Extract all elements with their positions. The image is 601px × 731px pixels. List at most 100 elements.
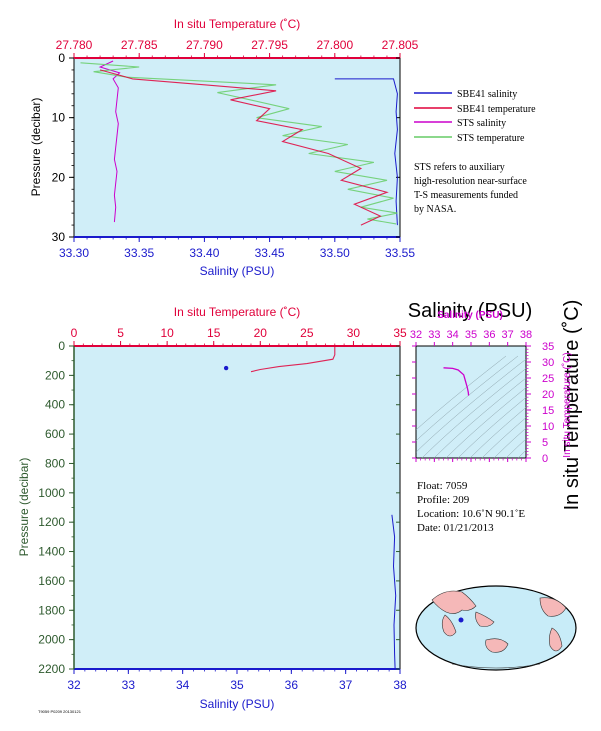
bottom-pressure-tick-label: 2000 [38,633,65,647]
top-series-sts-temperature [80,62,398,225]
ts-temp-tick-label: 0 [542,453,548,465]
ts-temp-tick-label: 30 [542,357,554,369]
ts-sal-tick-label: 33 [428,329,440,341]
bottom-temp-tick-label: 35 [393,326,407,340]
bottom-panel-series [223,346,397,670]
top-pressure-tick-label: 30 [52,230,66,244]
bottom-pressure-axis-title: Pressure (decibar) [17,458,31,557]
top-plot-area [73,57,401,238]
ts-sal-tick-label: 38 [520,329,532,341]
bottom-temp-tick-label: 10 [160,326,174,340]
bottom-series-sbe41-salinity-deep [391,514,397,670]
bottom-sal-tick-label: 38 [393,678,407,692]
legend-label-sbe41-temperature: SBE41 temperature [457,104,536,115]
bottom-temp-tick-label: 0 [71,326,78,340]
ts-temp-tick-label: 15 [542,405,554,417]
top-sal-tick-label: 33.50 [320,246,350,260]
bottom-panel: 0 5 10 15 20 25 30 35 32 33 34 35 36 37 38 0 200 400 600 80… [17,305,407,711]
ts-density-contour [416,355,519,442]
bottom-plot-area [73,345,401,670]
map-land-australia [485,638,509,653]
ts-profile-curve [443,367,470,396]
legend-note-line-1: STS refers to auxiliary [414,162,505,173]
bottom-sal-axis-title: Salinity (PSU) [200,697,275,711]
top-sal-tick-label: 33.35 [124,246,154,260]
legend: SBE41 salinity SBE41 temperature STS sal… [414,89,536,215]
bottom-pressure-tick-label: 1400 [38,545,65,559]
top-temp-tick-label: 27.785 [121,38,158,52]
ts-density-contour [445,387,526,458]
bottom-pressure-tick-label: 400 [45,398,65,412]
top-sal-axis-title: Salinity (PSU) [200,264,275,278]
top-temp-tick-label: 27.780 [56,38,93,52]
top-panel-series [80,60,398,226]
bottom-series-sbe41-temperature [250,346,336,373]
ts-small-temperature-title: In situ Temperature (˚C) [561,352,573,457]
ts-sal-tick-label: 37 [502,329,514,341]
ts-plot-area [415,345,527,459]
top-panel: 27.780 27.785 27.790 27.795 27.800 27.805 33.3… [29,17,419,278]
bottom-panel-ticks: 0 5 10 15 20 25 30 35 32 33 34 35 36 37 38 0 200 400 600 80… [38,326,407,692]
bottom-pressure-tick-label: 0 [58,339,65,353]
map-float-location-marker [458,617,464,623]
bottom-temp-tick-label: 15 [207,326,221,340]
top-series-sbe41-salinity [334,78,398,226]
bottom-series-sbe41-salinity-point [223,365,229,371]
ts-density-contour [493,427,526,458]
map-land-north-america [539,597,567,617]
top-temp-axis-title: In situ Temperature (˚C) [174,17,301,31]
ts-density-contour [517,449,526,458]
bottom-pressure-tick-label: 1600 [38,574,65,588]
bottom-temp-tick-label: 25 [300,326,314,340]
legend-note-line-2: high-resolution near-surface [414,176,527,187]
footer-stamp: T9059 P0209 20130121 [38,709,82,714]
ts-sal-tick-label: 35 [465,329,477,341]
bottom-temp-tick-label: 30 [347,326,361,340]
top-temp-tick-label: 27.805 [382,38,419,52]
ts-sal-tick-label: 34 [447,329,459,341]
ts-inset: Salinity (PSU) In situ Temperature (˚C) … [408,300,583,511]
bottom-sal-tick-label: 37 [339,678,353,692]
ts-temp-tick-label: 20 [542,389,554,401]
bottom-pressure-tick-label: 800 [45,456,65,470]
map-land-asia [431,590,477,614]
ts-density-contour [505,438,526,458]
bottom-pressure-tick-label: 200 [45,368,65,382]
bottom-sal-tick-label: 33 [122,678,136,692]
bottom-sal-tick-label: 36 [285,678,299,692]
info-float: Float: 7059 [417,480,468,492]
ts-density-contour [421,368,526,458]
ts-temp-tick-label: 25 [542,373,554,385]
map-land-antarctica [451,663,541,669]
top-sal-tick-label: 33.55 [385,246,415,260]
ts-temp-tick-label: 10 [542,421,554,433]
legend-label-sbe41-salinity: SBE41 salinity [457,89,517,100]
ts-temp-tick-label: 5 [542,437,548,449]
legend-note-line-4: by NASA. [414,204,456,215]
top-pressure-tick-label: 0 [58,51,65,65]
ts-temp-tick-label: 35 [542,341,554,353]
top-pressure-axis-title: Pressure (decibar) [29,98,43,197]
world-map [415,585,577,671]
top-pressure-tick-label: 20 [52,170,66,184]
ts-density-contour [416,358,526,453]
legend-note-line-3: T-S measurements funded [414,190,518,201]
top-sal-tick-label: 33.45 [255,246,285,260]
map-land-africa [441,614,457,637]
info-profile: Profile: 209 [417,494,470,506]
legend-label-sts-temperature: STS temperature [457,133,525,144]
bottom-pressure-tick-label: 600 [45,427,65,441]
bottom-pressure-tick-label: 1200 [38,515,65,529]
bottom-sal-tick-label: 34 [176,678,190,692]
bottom-pressure-tick-label: 1800 [38,603,65,617]
ts-small-salinity-title: Salinity (PSU) [437,310,503,321]
bottom-temp-tick-label: 5 [117,326,124,340]
ts-ticks: 32 33 34 35 36 37 38 0 5 10 15 20 25 30 35 [410,329,554,465]
top-temp-tick-label: 27.800 [316,38,353,52]
ts-density-contour [433,377,526,458]
top-pressure-tick-label: 10 [52,111,66,125]
ts-density-contour [416,355,507,431]
info-date: Date: 01/21/2013 [417,522,494,534]
top-sal-tick-label: 33.30 [59,246,89,260]
